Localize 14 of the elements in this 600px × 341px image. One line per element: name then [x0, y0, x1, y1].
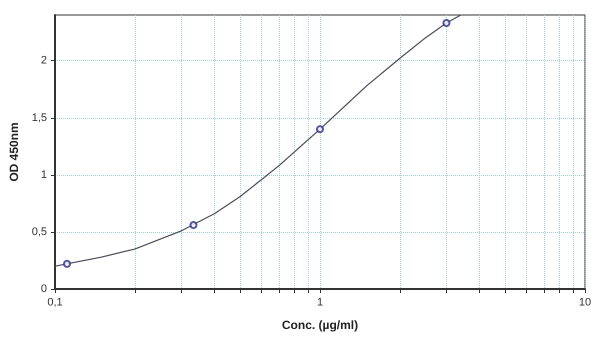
point — [63, 260, 72, 268]
y-tick-label: 0,5 — [32, 226, 47, 238]
y-tick-label: 1,5 — [32, 112, 47, 124]
y-axis-title: OD 450nm — [7, 122, 21, 182]
point — [189, 221, 198, 230]
x-tick-label: 1 — [316, 296, 324, 308]
x-tick-label: 0,1 — [47, 296, 63, 308]
point — [316, 125, 324, 134]
y-tick-label: 2 — [40, 54, 47, 67]
y-tick-label: 0 — [40, 283, 47, 295]
y-tick-label: 1 — [40, 168, 47, 181]
point — [442, 18, 450, 27]
x-axis-title: Conc. (µg/ml) — [282, 318, 358, 332]
x-tick-label: 10 — [578, 296, 592, 308]
